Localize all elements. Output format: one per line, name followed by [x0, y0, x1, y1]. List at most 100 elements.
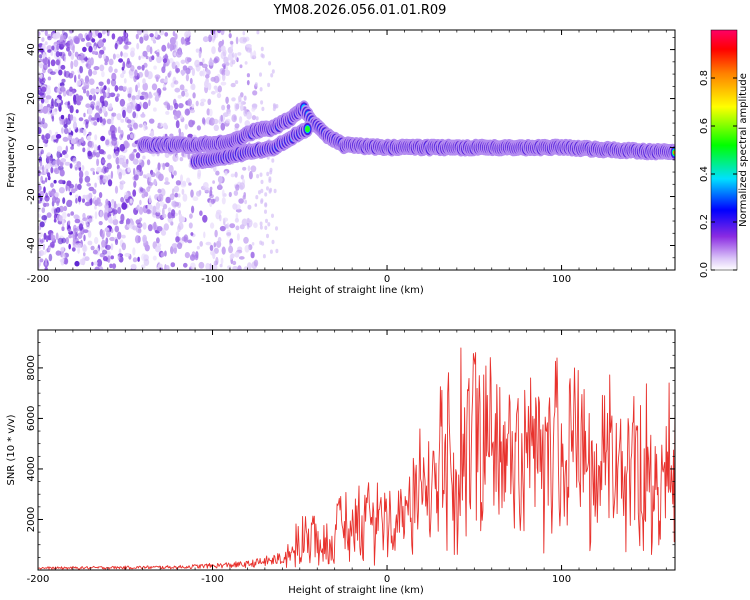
spectrogram-noise-cell — [142, 234, 148, 243]
spectrogram-noise-cell — [38, 204, 41, 213]
spectrogram-noise-cell — [73, 227, 78, 235]
spectrogram-noise-cell — [139, 187, 144, 192]
spectrogram-noise-cell — [47, 49, 52, 53]
spectrogram-noise-cell — [125, 60, 132, 69]
spectrogram-noise-cell — [111, 112, 117, 117]
spectrogram-noise-cell — [133, 180, 137, 188]
spectrogram-noise-cell — [127, 124, 133, 129]
spectrogram-noise-cell — [135, 152, 141, 159]
spectrogram-noise-cell — [157, 162, 161, 171]
spectrogram-noise-cell — [173, 185, 180, 193]
spectrogram-noise-cell — [275, 104, 279, 109]
spectrogram-noise-cell — [155, 76, 159, 82]
y-tick-label: 4000 — [26, 456, 37, 481]
spectrogram-noise-cell — [175, 50, 182, 58]
spectrogram-noise-cell — [44, 143, 48, 148]
spectrogram-noise-cell — [250, 51, 253, 59]
spectrogram-noise-cell — [185, 73, 189, 82]
spectrogram-noise-cell — [85, 42, 92, 48]
spectrogram-noise-cell — [222, 217, 229, 222]
spectrogram-noise-cell — [179, 84, 185, 91]
spectrogram-noise-cell — [209, 186, 213, 191]
spectrogram-noise-cell — [102, 53, 106, 60]
spectrogram-noise-cell — [155, 201, 160, 210]
spectrogram-noise-cell — [177, 242, 183, 250]
spectrogram-noise-cell — [88, 30, 93, 39]
spectrogram-noise-cell — [61, 127, 64, 134]
spectrogram-noise-cell — [126, 105, 133, 114]
spectrogram-noise-cell — [53, 179, 57, 184]
spectrogram-noise-cell — [201, 63, 208, 69]
spectrogram-noise-cell — [196, 125, 201, 131]
spectrogram-noise-cell — [217, 85, 222, 93]
spectrogram-noise-cell — [108, 58, 114, 66]
spectrogram-noise-cell — [108, 129, 112, 136]
spectrogram-noise-cell — [64, 257, 69, 265]
spectrogram-noise-cell — [69, 86, 73, 92]
spectrogram-noise-cell — [225, 96, 229, 105]
spectrogram-noise-cell — [255, 195, 259, 200]
spectrogram-noise-cell — [210, 198, 215, 205]
spectrogram-noise-cell — [56, 150, 61, 159]
x-tick-label: 0 — [384, 274, 390, 285]
spectrogram-noise-cell — [78, 223, 84, 231]
spectrogram-noise-cell — [264, 192, 268, 197]
spectrogram-noise-cell — [135, 206, 140, 211]
spectrogram-noise-cell — [133, 148, 137, 153]
spectrogram-noise-cell — [253, 259, 259, 267]
spectrogram-noise-cell — [149, 182, 154, 186]
spectrogram-noise-cell — [58, 179, 64, 184]
spectrogram-noise-cell — [199, 210, 203, 216]
spectrogram-noise-cell — [136, 30, 143, 36]
spectrogram-x-axis-label: Height of straight line (km) — [288, 285, 424, 296]
spectrogram-noise-cell — [213, 124, 219, 131]
spectrogram-noise-cell — [130, 132, 136, 139]
spectrogram-noise-cell — [229, 238, 234, 244]
spectrogram-noise-cell — [94, 182, 97, 188]
spectrogram-noise-cell — [44, 30, 48, 36]
spectrogram-noise-cell — [175, 120, 180, 129]
spectrogram-noise-cell — [262, 254, 266, 259]
spectrogram-noise-cell — [213, 30, 216, 33]
spectrogram-noise-cell — [94, 88, 101, 93]
spectrogram-noise-cell — [137, 89, 141, 98]
spectrogram-noise-cell — [119, 182, 124, 190]
spectrogram-noise-cell — [141, 64, 145, 71]
spectrogram-noise-cell — [79, 66, 84, 74]
spectrogram-noise-cell — [126, 218, 131, 225]
spectrogram-noise-cell — [218, 182, 222, 189]
spectrogram-noise-cell — [146, 159, 151, 166]
y-tick-label: -20 — [26, 188, 37, 204]
spectrogram-noise-cell — [247, 204, 252, 210]
spectrogram-noise-cell — [144, 244, 150, 252]
spectrogram-noise-cell — [190, 232, 194, 236]
spectrogram-noise-cell — [94, 205, 97, 210]
spectrogram-noise-cell — [244, 199, 248, 205]
spectrogram-noise-cell — [115, 96, 119, 102]
spectrogram-noise-cell — [61, 226, 65, 232]
spectrogram-noise-cell — [127, 167, 131, 173]
spectrogram-noise-cell — [195, 251, 199, 259]
spectrogram-noise-cell — [39, 258, 44, 263]
spectrogram-noise-cell — [50, 59, 56, 67]
colorbar-tick-label: 0.0 — [699, 262, 710, 278]
spectrogram-noise-cell — [98, 81, 104, 87]
spectrogram-noise-cell — [182, 180, 187, 186]
spectrogram-noise-cell — [82, 244, 88, 253]
spectrogram-noise-cell — [260, 179, 264, 185]
spectrogram-noise-cell — [154, 95, 160, 102]
spectrogram-noise-cell — [41, 238, 45, 243]
spectrogram-noise-cell — [205, 74, 210, 79]
spectrogram-noise-cell — [239, 64, 243, 69]
spectrogram-noise-cell — [104, 167, 109, 173]
spectrogram-noise-cell — [225, 118, 231, 124]
spectrogram-noise-cell — [156, 52, 160, 57]
spectrogram-noise-cell — [99, 116, 103, 123]
spectrogram-noise-cell — [164, 177, 169, 182]
spectrogram-noise-cell — [44, 166, 47, 175]
spectrogram-noise-cell — [268, 189, 272, 194]
spectrogram-noise-cell — [65, 100, 68, 108]
spectrogram-noise-cell — [50, 51, 54, 56]
spectrogram-noise-cell — [118, 85, 124, 91]
spectrogram-noise-cell — [106, 118, 112, 125]
